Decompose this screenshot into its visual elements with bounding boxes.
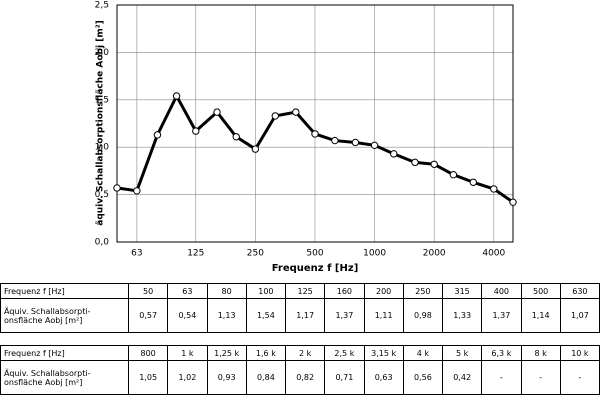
table-cell: 4 k: [402, 345, 444, 361]
table-cell: 1,37: [324, 298, 365, 333]
data-point: [232, 133, 240, 141]
table-cell: 100: [245, 283, 287, 299]
table: Frequenz f [Hz] 50 63 80 100 125 160 200 250 315 4…: [0, 283, 600, 333]
table-cell: 800: [127, 345, 169, 361]
table-cell: 10 k: [559, 345, 600, 361]
table-cell: 6,3 k: [481, 345, 522, 361]
table-cell: 315: [441, 283, 483, 299]
data-point: [153, 131, 162, 139]
table-row: Äquiv. Schallabsorpti- onsfläche Aobj [m…: [0, 298, 600, 333]
data-point: [271, 112, 279, 120]
x-tick-label: 4000: [482, 249, 505, 259]
table-cell: 1,54: [245, 298, 287, 333]
table-cell: 0,82: [284, 360, 326, 395]
table-cell: 0,98: [402, 298, 444, 333]
y-tick-label: 0,0: [95, 238, 110, 248]
table-cell: 0,63: [363, 360, 404, 395]
table-cell: 2 k: [284, 345, 326, 361]
plot-frame: [116, 4, 514, 243]
data-point: [133, 187, 141, 195]
table-row: Frequenz f [Hz] 50 63 80 100 125 160 200 250 315 4…: [0, 283, 600, 299]
chart: äquiv. Schallabsorptionsfläche Aobj [m²]…: [95, 1, 517, 274]
y-axis-label: äquiv. Schallabsorptionsfläche Aobj [m²]: [96, 20, 106, 226]
table-cell: 1,14: [520, 298, 561, 333]
table-cell: 2,5 k: [324, 345, 365, 361]
table-cell: 630: [559, 283, 600, 299]
data-point: [449, 170, 458, 179]
data-point: [331, 136, 339, 145]
table-cell: 1 k: [167, 345, 208, 361]
data-point: [292, 108, 300, 116]
table-cell: 8 k: [520, 345, 561, 361]
data-point: [172, 92, 181, 100]
data-point: [411, 158, 419, 167]
x-tick-label: 1000: [363, 249, 386, 259]
table-cell: 0,93: [206, 360, 247, 395]
table-cell: 125: [284, 283, 326, 299]
table-cell: 1,33: [441, 298, 483, 333]
table-cell: Frequenz f [Hz]: [0, 283, 129, 299]
y-tick-label: 2,0: [95, 48, 110, 58]
data-point: [192, 127, 200, 135]
y-tick-label: 2,5: [95, 1, 109, 11]
data-point: [213, 108, 221, 116]
table-cell: 200: [363, 283, 404, 299]
x-tick-label: 63: [131, 249, 142, 259]
y-tick-label: 1,5: [95, 95, 109, 105]
table-cell: 5 k: [441, 345, 483, 361]
table-cell: 1,6 k: [245, 345, 287, 361]
data-point: [113, 184, 121, 192]
table-cell: 50: [127, 283, 169, 299]
data-point: [311, 130, 319, 138]
data-point: [251, 145, 260, 153]
x-tick-label: 2000: [423, 249, 446, 259]
table-cell: -: [520, 360, 561, 395]
data-point: [469, 178, 477, 186]
table-cell: 160: [324, 283, 365, 299]
table-cell: 1,07: [559, 298, 600, 333]
table-cell: 0,42: [441, 360, 483, 395]
table-cell: Frequenz f [Hz]: [0, 345, 129, 361]
table-cell: 3,15 k: [363, 345, 404, 361]
data-point: [509, 198, 517, 206]
table-cell: 1,05: [127, 360, 169, 395]
table-cell: 1,25 k: [206, 345, 247, 361]
table-cell: 500: [520, 283, 561, 299]
table-cell: Äquiv. Schallabsorpti- onsfläche Aobj [m…: [0, 360, 129, 395]
data-point: [430, 160, 438, 168]
table-row: Äquiv. Schallabsorpti- onsfläche Aobj [m…: [0, 360, 600, 395]
table-cell: 1,13: [206, 298, 247, 333]
data-point: [370, 141, 379, 150]
data-point: [351, 138, 360, 147]
x-axis-label: Frequenz f [Hz]: [272, 263, 359, 274]
y-tick-label: 0,5: [95, 190, 109, 200]
table-cell: 0,84: [245, 360, 287, 395]
y-tick-label: 1,0: [95, 143, 110, 153]
table-cell: 63: [167, 283, 208, 299]
table-cell: 1,17: [284, 298, 326, 333]
x-tick-label: 125: [187, 249, 204, 259]
table-cell: 80: [206, 283, 247, 299]
table-cell: 1,11: [363, 298, 404, 333]
table-cell: -: [559, 360, 600, 395]
table-cell: 1,02: [167, 360, 208, 395]
data-point: [490, 185, 498, 193]
x-tick-label: 500: [306, 249, 323, 259]
table-cell: 0,54: [167, 298, 208, 333]
table-cell: 1,37: [481, 298, 522, 333]
table-cell: 250: [402, 283, 444, 299]
table-cell: 0,56: [402, 360, 444, 395]
table-cell: Äquiv. Schallabsorpti- onsfläche Aobj [m…: [0, 298, 129, 333]
table-cell: 400: [481, 283, 522, 299]
x-tick-label: 250: [247, 249, 264, 259]
table-cell: -: [481, 360, 522, 395]
table-cell: 0,57: [127, 298, 169, 333]
table-cell: 0,71: [324, 360, 365, 395]
data-point: [390, 150, 398, 158]
